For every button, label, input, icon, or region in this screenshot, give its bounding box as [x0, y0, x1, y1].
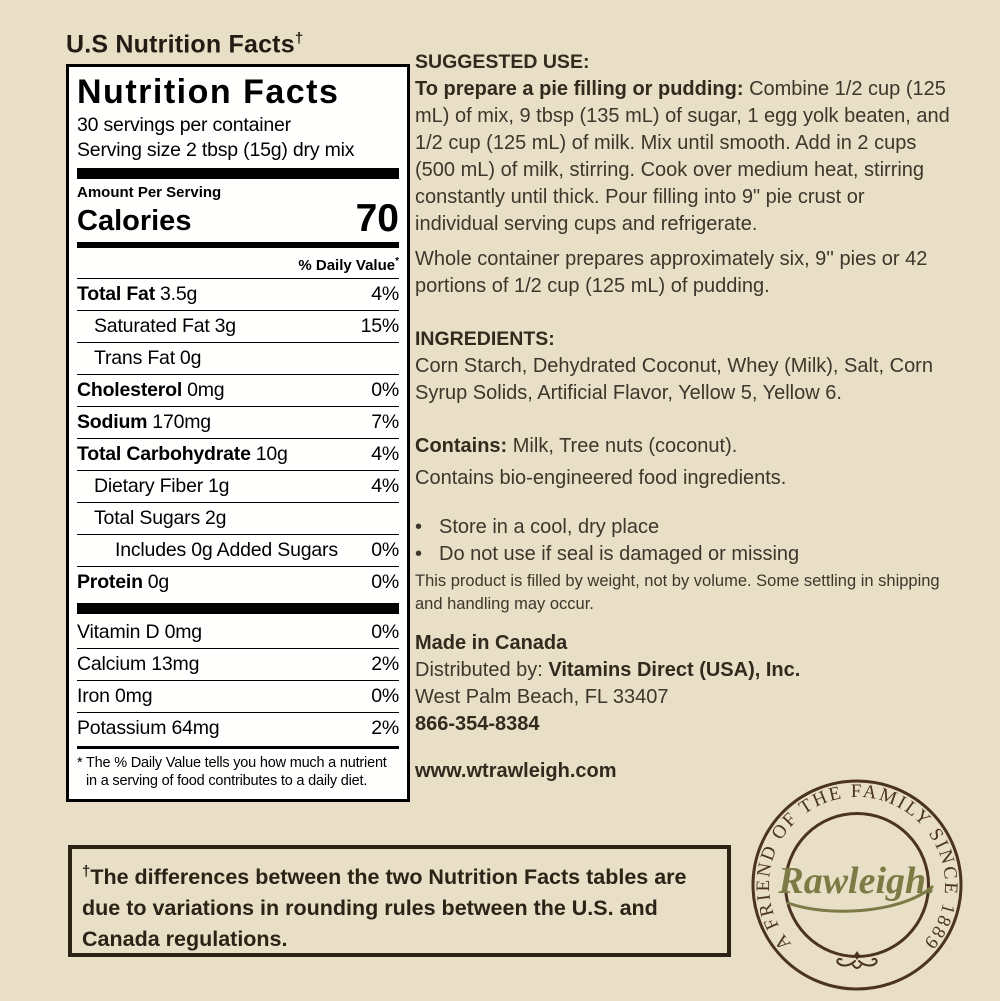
- seal-script-wordmark: Rawleigh.: [777, 860, 935, 902]
- page-title: U.S Nutrition Facts†: [66, 30, 303, 59]
- bioengineered-line: Contains bio-engineered food ingredients…: [415, 467, 787, 489]
- nutrient-row: Saturated Fat 3g 15%: [77, 311, 399, 343]
- website-url: www.wtrawleigh.com: [415, 760, 617, 782]
- contains-line: Contains: Milk, Tree nuts (coconut).: [415, 435, 738, 457]
- nutrient-row: Total Carbohydrate 10g 4%: [77, 439, 399, 471]
- storage-bullet: • Do not use if seal is damaged or missi…: [415, 541, 952, 568]
- serving-size: Serving size 2 tbsp (15g) dry mix: [77, 139, 355, 161]
- divider-thin-bar: [77, 746, 399, 749]
- settling-note: This product is filled by weight, not by…: [415, 572, 940, 613]
- vitamin-row: Iron 0mg 0%: [77, 681, 399, 713]
- rawleigh-seal-logo: A FRIEND OF THE FAMILY SINCE 1889 Rawlei…: [748, 776, 966, 994]
- seal-outer-ring: [751, 779, 963, 991]
- nutrition-facts-panel: Nutrition Facts 30 servings per containe…: [66, 64, 410, 802]
- distributed-by-line: Distributed by: Vitamins Direct (USA), I…: [415, 659, 801, 681]
- divider-thick-bar: [77, 168, 399, 179]
- dagger-mark: †: [294, 30, 304, 47]
- nutrient-row: Total Sugars 2g: [77, 503, 399, 535]
- amount-per-serving-label: Amount Per Serving: [77, 184, 222, 201]
- nutrient-row: Protein 0g 0%: [77, 571, 399, 593]
- nutrient-row: Includes 0g Added Sugars 0%: [77, 535, 399, 567]
- bullet-icon: •: [415, 516, 423, 538]
- servings-per-container: 30 servings per container: [77, 114, 291, 136]
- footnote-text: The differences between the two Nutritio…: [82, 865, 687, 952]
- nutrient-row: Total Fat 3.5g 4%: [77, 279, 399, 311]
- page-title-text: U.S Nutrition Facts: [66, 30, 295, 59]
- dagger-mark: †: [82, 863, 91, 880]
- divider-thick-bar: [77, 603, 399, 614]
- suggested-use-heading: SUGGESTED USE:: [415, 51, 590, 73]
- vitamin-row: Calcium 13mg 2%: [77, 649, 399, 681]
- bullet-icon: •: [415, 543, 423, 565]
- ingredients-heading: INGREDIENTS:: [415, 328, 555, 350]
- calories-value: 70: [355, 197, 399, 240]
- ingredients-text: Corn Starch, Dehydrated Coconut, Whey (M…: [415, 355, 933, 404]
- right-column: SUGGESTED USE: To prepare a pie filling …: [415, 49, 952, 785]
- suggested-use-paragraph: To prepare a pie filling or pudding: Com…: [415, 78, 950, 235]
- vitamin-row: Potassium 64mg 2%: [77, 717, 399, 739]
- nutrient-row: Dietary Fiber 1g 4%: [77, 471, 399, 503]
- storage-bullet: • Store in a cool, dry place: [415, 514, 952, 541]
- daily-value-header: % Daily Value*: [77, 250, 399, 279]
- seal-script-swash: [786, 885, 934, 913]
- divider-medium-bar: [77, 242, 399, 248]
- made-in-line: Made in Canada: [415, 632, 568, 654]
- seal-ornament-icon: [836, 951, 878, 969]
- nutrient-row: Sodium 170mg 7%: [77, 407, 399, 439]
- calories-row: Calories 70: [77, 197, 399, 240]
- phone-number: 866-354-8384: [415, 713, 540, 735]
- rawleigh-seal-svg: A FRIEND OF THE FAMILY SINCE 1889 Rawlei…: [751, 779, 963, 991]
- vitamin-row: Vitamin D 0mg 0%: [77, 617, 399, 649]
- asterisk-mark: *: [395, 256, 399, 267]
- storage-bullets: • Store in a cool, dry place • Do not us…: [415, 514, 952, 568]
- daily-value-footnote: * The % Daily Value tells you how much a…: [77, 755, 387, 789]
- nutrition-facts-title: Nutrition Facts: [77, 73, 340, 111]
- yield-paragraph: Whole container prepares approximately s…: [415, 248, 928, 297]
- address-line: West Palm Beach, FL 33407: [415, 686, 669, 708]
- nutrient-row: Trans Fat 0g: [77, 343, 399, 375]
- calories-label: Calories: [77, 205, 192, 237]
- nutrient-row: Cholesterol 0mg 0%: [77, 375, 399, 407]
- footnote-box: †The differences between the two Nutriti…: [68, 845, 731, 957]
